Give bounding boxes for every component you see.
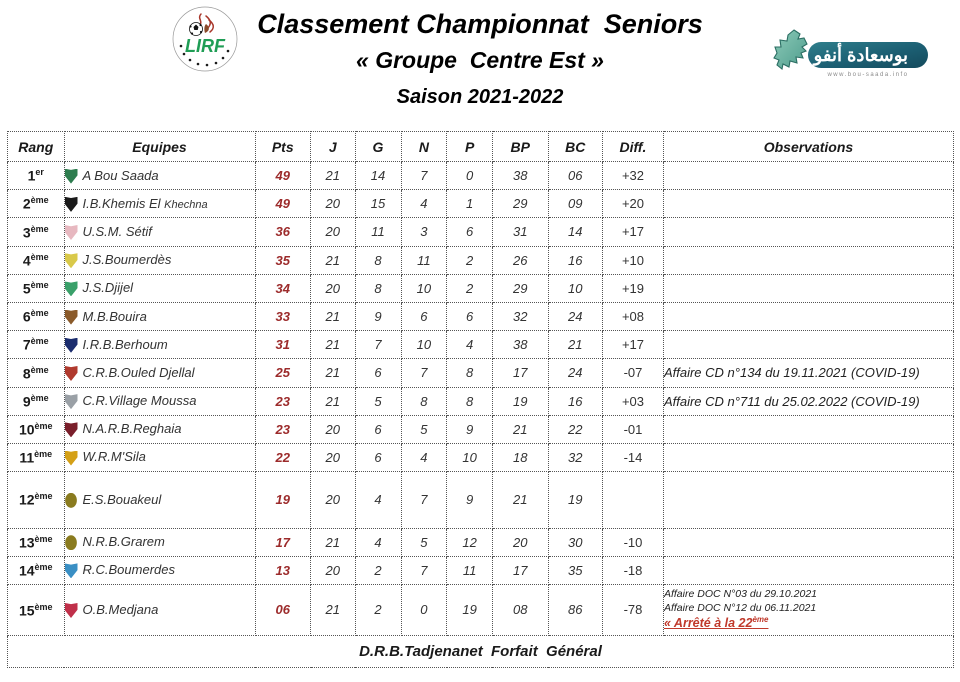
svg-text:www.bou-saada.info: www.bou-saada.info [826, 72, 908, 78]
svg-text:بوسعادة أنفو: بوسعادة أنفو [812, 43, 908, 66]
svg-text:LIRF: LIRF [185, 36, 226, 56]
